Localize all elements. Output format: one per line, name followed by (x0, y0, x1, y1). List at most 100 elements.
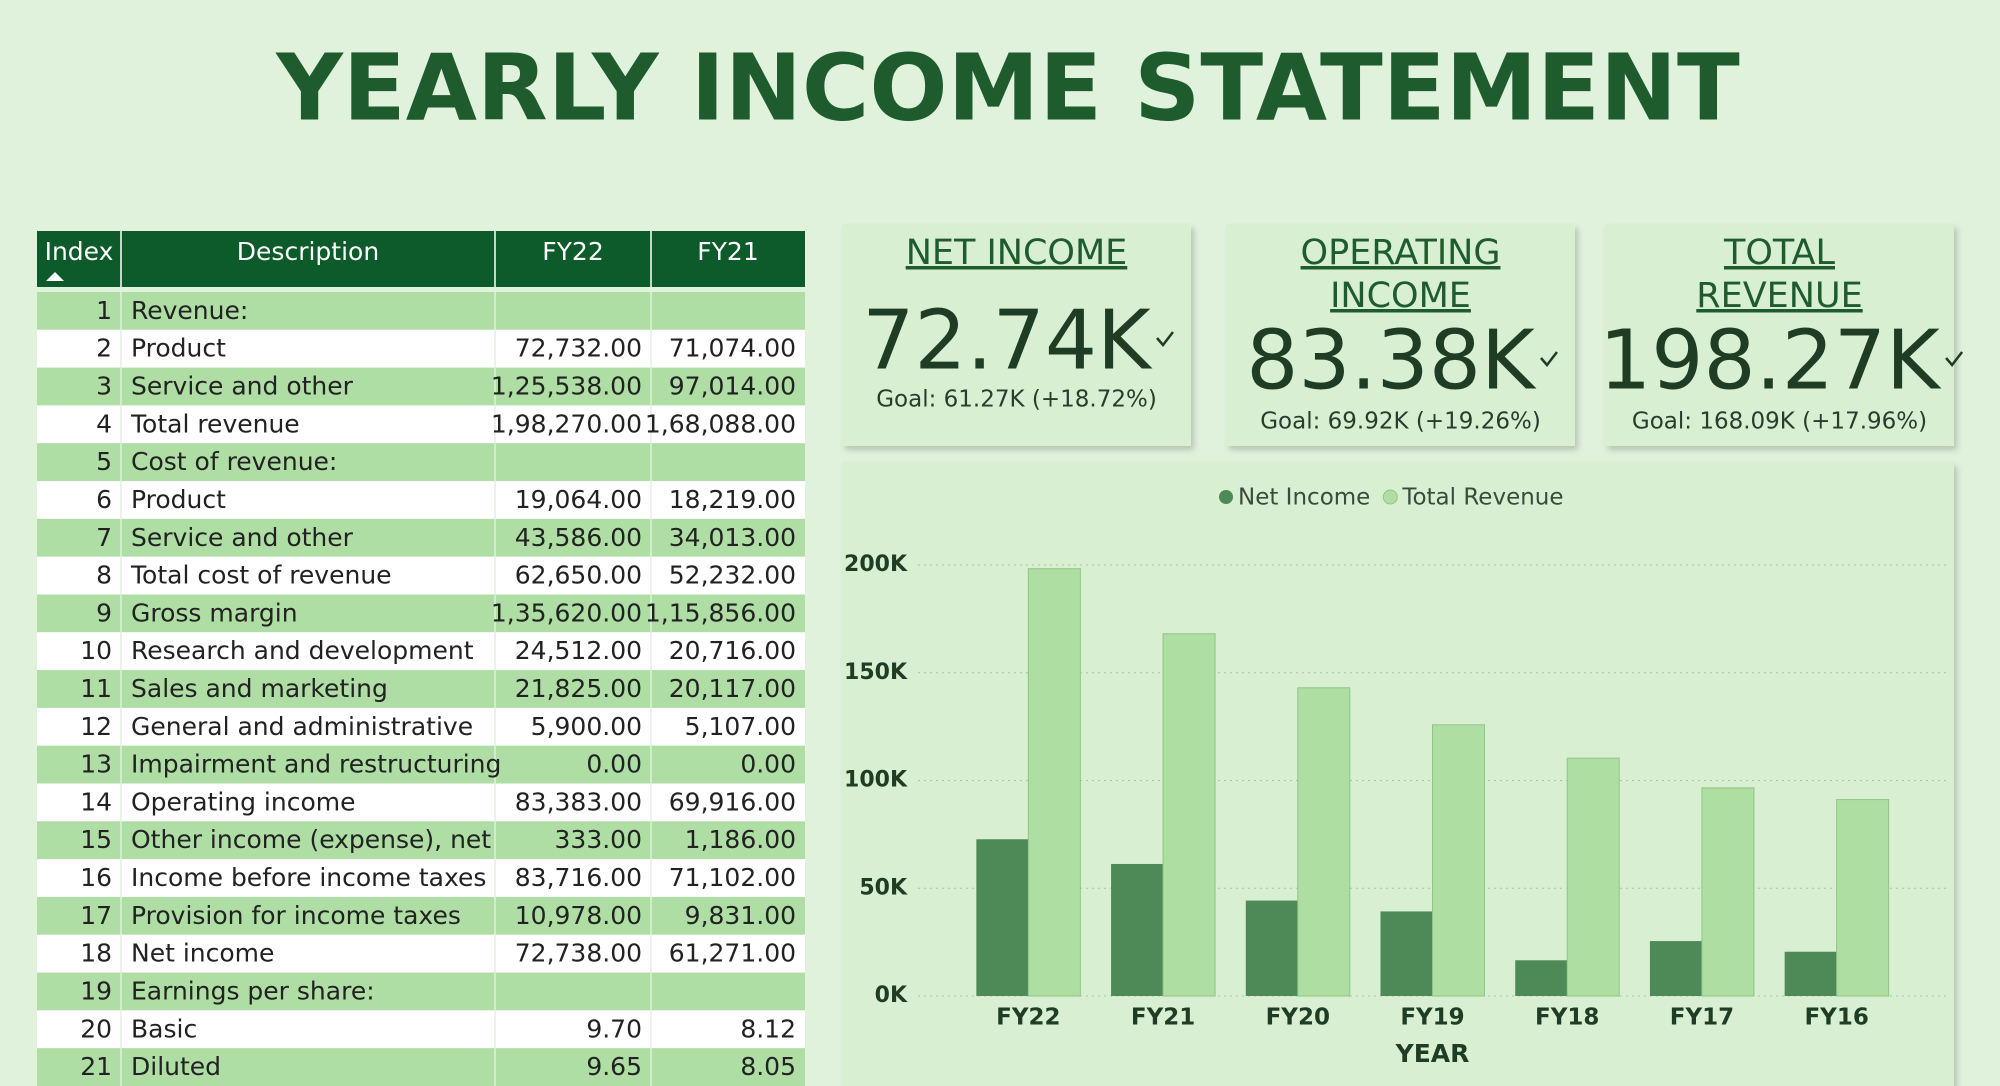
table-row (37, 518, 805, 557)
row-description: Income before income taxes (131, 863, 486, 892)
cell-value: 21,825.00 (515, 674, 642, 703)
x-tick-label: FY22 (996, 1005, 1060, 1031)
column-header: FY21 (697, 237, 758, 266)
row-description: Total cost of revenue (130, 561, 392, 590)
row-index: 7 (96, 523, 112, 552)
cell-value: 62,650.00 (515, 561, 642, 590)
row-description: Gross margin (131, 598, 298, 627)
row-description: Operating income (131, 787, 356, 816)
cell-value: 5,107.00 (685, 712, 796, 741)
row-description: Provision for income taxes (131, 901, 461, 930)
table-row (37, 367, 805, 406)
row-description: Basic (131, 1014, 197, 1043)
cell-value: 61,271.00 (669, 939, 796, 968)
kpi-title: NET INCOME (906, 233, 1128, 273)
row-index: 11 (80, 674, 112, 703)
kpi-value: 198.27K (1599, 313, 1942, 408)
sort-arrow (46, 272, 64, 281)
cell-value: 34,013.00 (669, 523, 796, 552)
cell-value: 20,716.00 (669, 636, 796, 665)
bar (1701, 787, 1755, 997)
cell-value: 20,117.00 (669, 674, 796, 703)
column-header: FY22 (542, 237, 603, 266)
table-row (37, 481, 805, 519)
table-row (37, 405, 805, 444)
row-index: 10 (80, 636, 112, 665)
table-row (37, 292, 805, 330)
bar (1162, 633, 1216, 997)
row-index: 3 (96, 372, 112, 401)
cell-value: 0.00 (586, 750, 642, 779)
row-description: Earnings per share: (131, 976, 375, 1005)
cell-value: 69,916.00 (669, 787, 796, 816)
row-index: 17 (80, 901, 112, 930)
kpi-card (842, 224, 1191, 446)
x-axis-title: YEAR (1395, 1039, 1470, 1068)
bar (1836, 799, 1890, 997)
bar (1649, 941, 1702, 996)
kpi-title: OPERATING INCOME (1301, 233, 1501, 316)
cell-value: 43,586.00 (515, 523, 642, 552)
cell-value: 8.05 (740, 1052, 796, 1081)
bar (1432, 724, 1485, 997)
table-row (37, 896, 805, 935)
kpi-card (1605, 224, 1954, 446)
table-row (37, 443, 805, 482)
cell-value: 1,186.00 (685, 825, 796, 854)
legend-marker (1382, 489, 1398, 505)
kpi-goal: Goal: 69.92K (+19.26%) (1260, 409, 1541, 435)
table-row (37, 859, 805, 897)
y-tick-label: 100K (844, 768, 908, 793)
table-row (37, 594, 805, 633)
cell-value: 10,978.00 (515, 901, 642, 930)
table-row (37, 632, 805, 671)
y-tick-label: 0K (875, 983, 908, 1008)
x-tick-label: FY21 (1131, 1005, 1195, 1031)
bar (976, 839, 1029, 996)
cell-value: 72,738.00 (515, 939, 642, 968)
row-index: 13 (80, 750, 112, 779)
table-row (37, 972, 805, 1011)
x-tick-label: FY18 (1535, 1005, 1599, 1031)
cell-value: 1,35,620.00 (491, 598, 642, 627)
row-description: Service and other (131, 523, 354, 552)
table-row (37, 670, 805, 708)
table-row (37, 1010, 805, 1049)
row-index: 12 (80, 712, 112, 741)
cell-value: 1,98,270.00 (491, 409, 642, 438)
row-description: Revenue: (131, 296, 248, 325)
x-tick-label: FY20 (1266, 1005, 1330, 1031)
cell-value: 333.00 (555, 825, 642, 854)
row-description: Research and development (131, 636, 474, 665)
bar (1245, 900, 1298, 996)
row-index: 15 (80, 825, 112, 854)
row-description: General and administrative (131, 712, 473, 741)
kpi-value: 83.38K (1246, 313, 1537, 408)
y-tick-label: 50K (859, 875, 908, 900)
cell-value: 9,831.00 (685, 901, 796, 930)
table-row (37, 1048, 805, 1086)
cell-value: 0.00 (740, 750, 796, 779)
row-index: 9 (96, 598, 112, 627)
column-header: Index (45, 237, 114, 266)
x-tick-label: FY16 (1804, 1005, 1868, 1031)
bar (1515, 960, 1568, 996)
cell-value: 72,732.00 (515, 334, 642, 363)
row-index: 19 (80, 976, 112, 1005)
cell-value: 8.12 (740, 1014, 796, 1043)
row-description: Net income (131, 939, 274, 968)
row-description: Other income (expense), net (131, 825, 491, 854)
row-description: Service and other (131, 372, 354, 401)
check-icon (1156, 331, 1174, 347)
cell-value: 1,15,856.00 (645, 598, 796, 627)
cell-value: 83,716.00 (515, 863, 642, 892)
legend-label: Net Income (1238, 485, 1370, 511)
cell-value: 71,102.00 (669, 863, 796, 892)
bar (1297, 687, 1351, 997)
cell-value: 9.65 (586, 1052, 642, 1081)
y-tick-label: 200K (844, 552, 908, 577)
cell-value: 9.70 (586, 1014, 642, 1043)
table-row (37, 707, 805, 746)
legend-label: Total Revenue (1401, 485, 1563, 511)
